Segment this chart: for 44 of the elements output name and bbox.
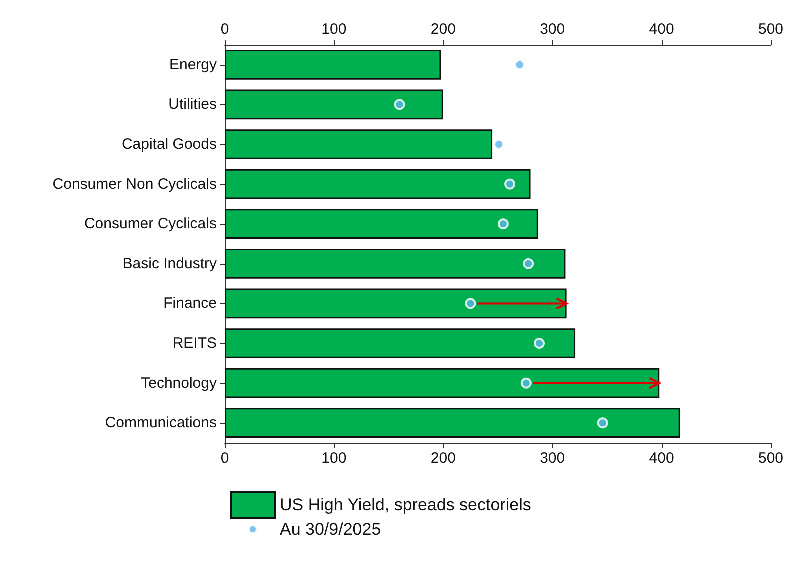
bar xyxy=(225,408,680,438)
point xyxy=(597,418,608,429)
x2-tick-label: 400 xyxy=(649,21,674,38)
x2-tick-label: 300 xyxy=(540,21,566,38)
x-tick-label: 500 xyxy=(758,450,784,467)
x2-tick-label: 100 xyxy=(322,21,347,38)
point xyxy=(520,378,532,389)
y-tick-label: Consumer Non Cyclicals xyxy=(52,176,217,193)
x-tick-label: 100 xyxy=(322,450,347,467)
y-tick-label: Utilities xyxy=(168,96,217,114)
bar xyxy=(225,169,531,200)
x-tick-label: 300 xyxy=(540,450,566,467)
x-tick-label: 0 xyxy=(220,450,230,467)
bar xyxy=(225,50,442,80)
point xyxy=(514,59,526,70)
point xyxy=(523,258,534,270)
bar xyxy=(225,368,660,398)
y-tick-label: Technology xyxy=(141,374,218,392)
y-tick-label: Consumer Cyclicals xyxy=(84,216,217,233)
point xyxy=(394,99,406,110)
y-tick-label: Energy xyxy=(169,56,218,74)
x2-tick-label: 200 xyxy=(430,21,456,38)
bar xyxy=(225,248,566,279)
point xyxy=(498,218,509,230)
point xyxy=(494,139,505,150)
bar xyxy=(225,328,576,358)
point xyxy=(534,338,545,349)
y-tick-label: REITS xyxy=(172,335,217,352)
y-tick-label: Finance xyxy=(164,295,217,312)
legend-label: Au 30/9/2025 xyxy=(280,520,382,539)
x2-tick-label: 500 xyxy=(758,21,784,38)
x-tick-label: 200 xyxy=(430,450,456,467)
y-tick-label: Basic Industry xyxy=(122,255,218,272)
y-tick-label: Capital Goods xyxy=(122,136,217,153)
bar xyxy=(225,288,567,319)
x-tick-label: 400 xyxy=(649,450,674,467)
y-tick-label: Communications xyxy=(105,414,217,432)
legend-label: US High Yield, spreads sectoriels xyxy=(280,496,532,514)
bar xyxy=(225,130,493,160)
point xyxy=(465,298,476,310)
bar xyxy=(225,209,538,240)
x2-tick-label: 0 xyxy=(220,21,230,38)
point xyxy=(504,178,516,190)
bar xyxy=(225,90,444,120)
